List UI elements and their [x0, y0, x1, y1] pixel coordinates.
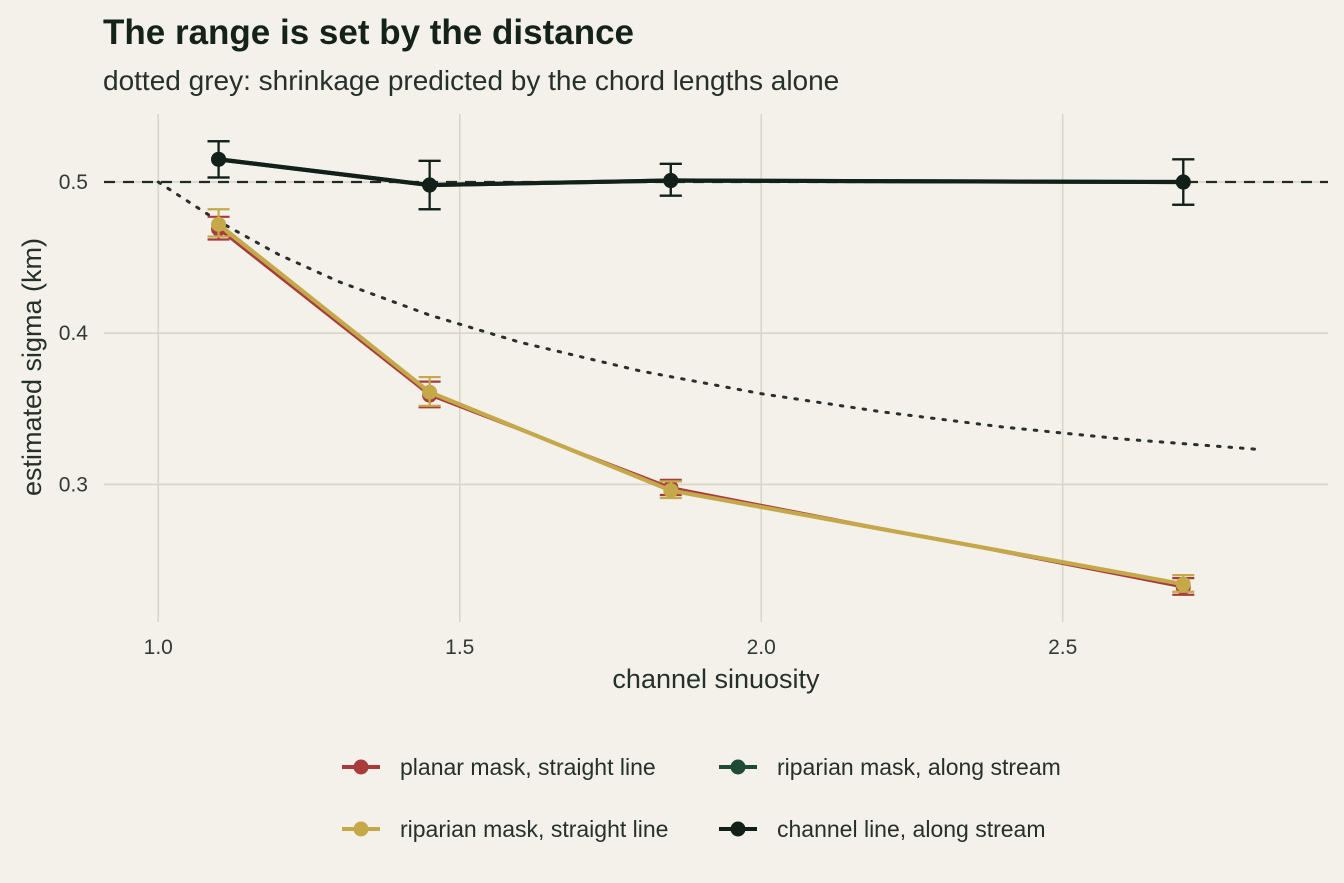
- series-layer: [207, 140, 1195, 596]
- x-tick-label: 1.0: [144, 636, 173, 659]
- series-2: [207, 208, 1195, 593]
- chart-title: The range is set by the distance: [103, 13, 634, 52]
- data-point: [211, 151, 227, 167]
- series-line: [217, 222, 1184, 587]
- x-axis-title: channel sinuosity: [612, 664, 820, 694]
- series-line: [217, 227, 1184, 589]
- series-1: [207, 215, 1195, 596]
- data-point: [422, 177, 438, 193]
- data-point: [663, 482, 679, 498]
- x-tick-label: 2.0: [747, 636, 776, 659]
- legend-swatch-point: [730, 759, 746, 775]
- y-tick-label: 0.3: [59, 473, 88, 496]
- legend-item: riparian mask, along stream: [719, 754, 1061, 780]
- y-axis-title: estimated sigma (km): [17, 238, 47, 496]
- x-tick-label: 1.5: [445, 636, 474, 659]
- y-tick-label: 0.4: [59, 322, 89, 345]
- reference-lines: [104, 180, 1328, 452]
- data-point: [663, 173, 679, 189]
- x-axis-ticks: 1.0 1.5 2.0 2.5: [144, 636, 1078, 659]
- legend-label: planar mask, straight line: [400, 754, 656, 780]
- data-point: [1175, 576, 1191, 592]
- chart-subtitle: dotted grey: shrinkage predicted by the …: [103, 65, 839, 96]
- series-4: [207, 140, 1195, 211]
- y-tick-label: 0.5: [59, 171, 88, 194]
- data-point: [422, 384, 438, 400]
- data-point: [1175, 174, 1191, 190]
- data-point: [211, 216, 227, 232]
- legend-item: planar mask, straight line: [342, 754, 656, 780]
- legend: planar mask, straight line riparian mask,…: [342, 754, 1061, 842]
- y-axis-ticks: 0.3 0.4 0.5: [59, 171, 89, 496]
- legend-swatch-point: [730, 821, 746, 837]
- legend-swatch-point: [353, 821, 369, 837]
- x-tick-label: 2.5: [1048, 636, 1077, 659]
- legend-label: riparian mask, along stream: [777, 754, 1061, 780]
- legend-label: channel line, along stream: [777, 816, 1046, 842]
- legend-swatch-point: [353, 759, 369, 775]
- series-line: [218, 157, 1184, 188]
- legend-label: riparian mask, straight line: [400, 816, 668, 842]
- predicted-dotted-curve: [156, 180, 1264, 452]
- grid-lines: [104, 114, 1328, 622]
- legend-item: channel line, along stream: [719, 816, 1046, 842]
- legend-item: riparian mask, straight line: [342, 816, 668, 842]
